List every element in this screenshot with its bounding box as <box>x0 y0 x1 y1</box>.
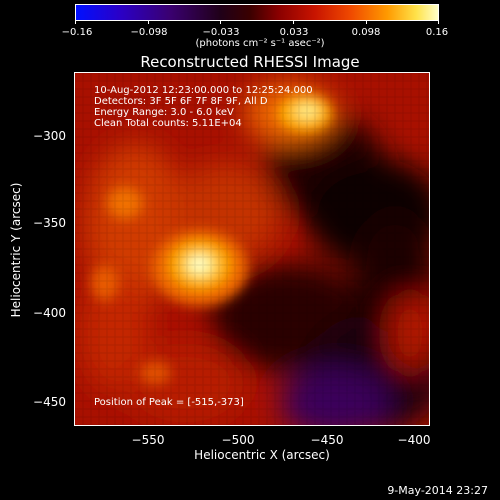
x-tick-label: −450 <box>310 433 344 447</box>
y-axis-label: Heliocentric Y (arcsec) <box>9 182 23 318</box>
info-clean-counts: Clean Total counts: 5.11E+04 <box>94 118 242 129</box>
info-detectors: Detectors: 3F 5F 6F 7F 8F 9F, All D <box>94 96 268 107</box>
colorbar-unit-label: (photons cm⁻² s⁻¹ asec⁻²) <box>195 38 325 49</box>
colorbar-tick-label: 0.098 <box>351 27 381 38</box>
rhessi-image-panel <box>74 72 430 426</box>
x-tick-label: −400 <box>397 433 431 447</box>
colorbar-tick-label: 0.16 <box>425 27 449 38</box>
colorbar-tick-mark <box>438 20 439 24</box>
colorbar <box>75 4 439 21</box>
x-tick-label: −550 <box>131 433 165 447</box>
y-tick-label: −350 <box>33 216 66 230</box>
info-time-range: 10-Aug-2012 12:23:00.000 to 12:25:24.000 <box>94 85 313 96</box>
y-tick-label: −450 <box>33 395 66 409</box>
x-axis-label: Heliocentric X (arcsec) <box>194 448 330 462</box>
colorbar-tick-label: −0.16 <box>61 27 93 38</box>
image-title: Reconstructed RHESSI Image <box>140 53 360 71</box>
colorbar-tick-mark <box>220 20 221 24</box>
y-tick-label: −400 <box>33 306 66 320</box>
info-energy-range: Energy Range: 3.0 - 6.0 keV <box>94 107 234 118</box>
y-tick-label: −300 <box>33 129 66 143</box>
colorbar-tick-label: −0.033 <box>202 27 240 38</box>
colorbar-tick-mark <box>366 20 367 24</box>
x-tick-label: −500 <box>221 433 255 447</box>
colorbar-tick-mark <box>293 20 294 24</box>
colorbar-tick-label: −0.098 <box>130 27 168 38</box>
colorbar-tick-mark <box>75 20 76 24</box>
colorbar-tick-mark <box>148 20 149 24</box>
peak-position-label: Position of Peak = [-515,-373] <box>94 397 244 408</box>
rhessi-image <box>75 73 429 425</box>
colorbar-tick-label: 0.033 <box>279 27 309 38</box>
plot-timestamp: 9-May-2014 23:27 <box>387 484 488 497</box>
